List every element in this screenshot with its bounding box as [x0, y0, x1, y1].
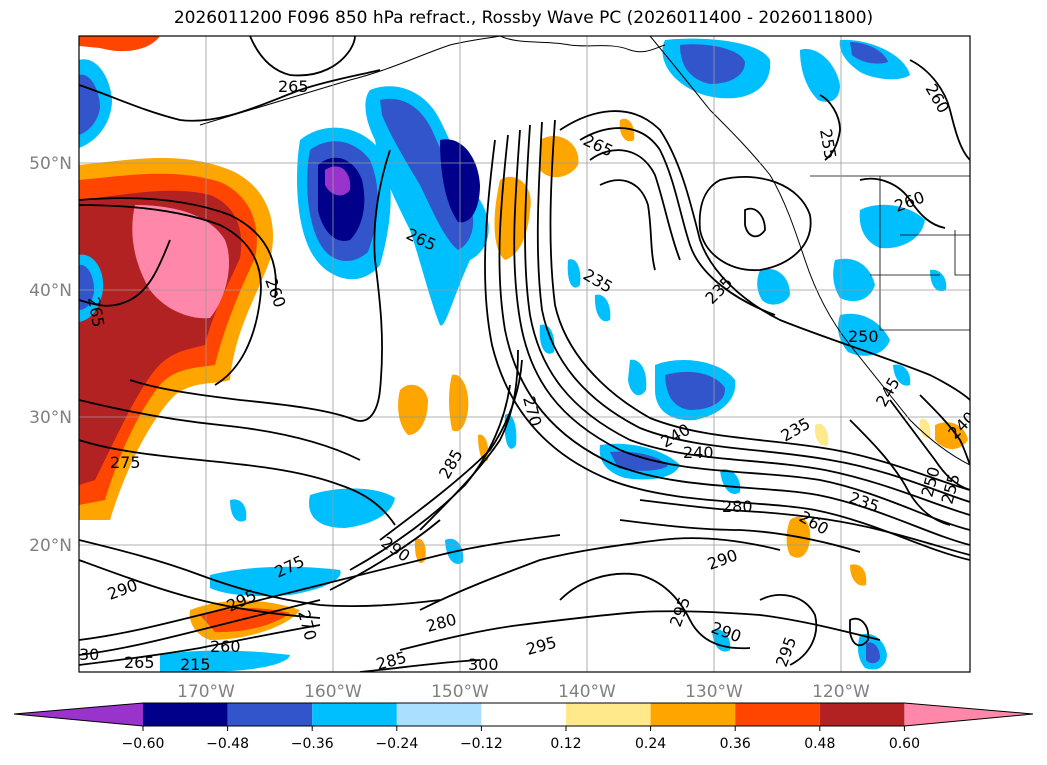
colorbar-tick-label: −0.24 — [375, 736, 418, 752]
colorbar-segment — [396, 703, 482, 726]
colorbar-extend-max — [904, 703, 1033, 726]
colorbar: −0.60 −0.48 −0.36 −0.24 −0.12 0.12 0.24 … — [13, 702, 1034, 752]
colorbar-tick-label: −0.36 — [291, 736, 334, 752]
latitude-axis: 50°N 40°N 30°N 20°N — [29, 154, 72, 556]
colorbar-tick-label: −0.48 — [206, 736, 249, 752]
height-contours — [79, 36, 970, 672]
contour-label: 265 — [124, 653, 155, 672]
lat-label: 40°N — [29, 281, 72, 301]
contour-label: 300 — [468, 655, 499, 674]
colorbar-tick-label: 0.24 — [635, 736, 666, 752]
colorbar-tick-label: 0.48 — [804, 736, 835, 752]
longitude-axis: 170°W 160°W 150°W 140°W 130°W 120°W — [177, 682, 870, 702]
political-boundaries — [810, 175, 970, 331]
contour-label: 215 — [180, 655, 211, 674]
contour-label: 275 — [110, 453, 141, 472]
lat-label: 30°N — [29, 408, 72, 428]
lat-label: 50°N — [29, 154, 72, 174]
colorbar-ticks — [142, 726, 905, 731]
lat-label: 20°N — [29, 536, 72, 556]
colorbar-segment — [481, 703, 566, 726]
coastlines — [199, 36, 970, 466]
colorbar-tick-label: −0.60 — [122, 736, 165, 752]
contour-label: 265 — [278, 77, 309, 96]
contour-label: 30 — [79, 645, 99, 664]
map-frame — [78, 35, 971, 673]
lon-label: 170°W — [177, 682, 235, 702]
lon-label: 160°W — [304, 682, 362, 702]
contour-label: 250 — [848, 327, 879, 346]
lon-label: 140°W — [558, 682, 616, 702]
lon-label: 150°W — [431, 682, 489, 702]
colorbar-segment — [735, 703, 820, 726]
colorbar-tick-label: 0.12 — [550, 736, 581, 752]
contour-label: 240 — [683, 443, 714, 462]
contour-label: 260 — [210, 637, 241, 656]
colorbar-segment — [143, 703, 228, 726]
colorbar-tick-label: 0.36 — [720, 736, 751, 752]
colorbar-segment — [312, 703, 397, 726]
contour-label: 280 — [722, 497, 753, 516]
colorbar-segment — [819, 703, 905, 726]
colorbar-segment — [227, 703, 313, 726]
colorbar-extend-min — [14, 703, 143, 726]
colorbar-tick-label: 0.60 — [889, 736, 920, 752]
colorbar-segment — [650, 703, 736, 726]
lon-label: 130°W — [685, 682, 743, 702]
plot-title: 2026011200 F096 850 hPa refract., Rossby… — [173, 8, 874, 28]
colorbar-segment — [566, 703, 651, 726]
colorbar-tick-label: −0.12 — [460, 736, 503, 752]
lon-label: 120°W — [812, 682, 870, 702]
